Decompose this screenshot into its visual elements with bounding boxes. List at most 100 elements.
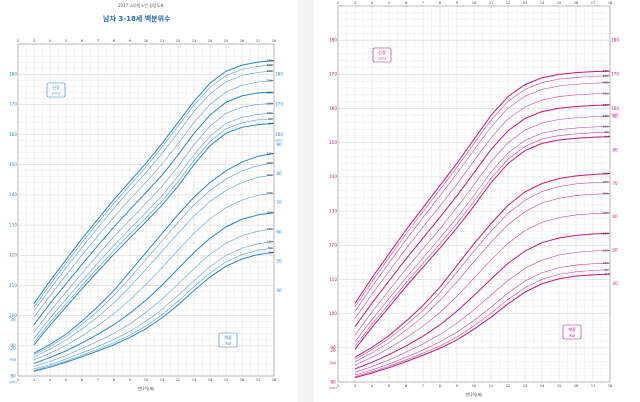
height-label-box [46,82,66,98]
x-tick-label-bottom: 3 [33,378,35,382]
weight-label-unit: (kg) [225,342,232,346]
x-tick-label-bottom: 17 [256,378,260,382]
weight-series-label: 50th [603,231,610,235]
weight-axis-unit-left: (kg) [10,357,16,361]
height-series-97th [354,70,611,304]
weight-tick-right: 50 [276,259,282,264]
x-tick-label-top: 9 [129,39,131,43]
x-tick-label-top: 5 [65,39,67,43]
weight-series-10th [33,241,275,370]
x-tick-label-top: 10 [472,1,476,5]
weight-series-50th [354,232,611,370]
x-tick-label-bottom: 18 [272,378,276,382]
weight-label-label: 체중 [224,334,232,341]
weight-series-label: 90th [267,173,274,177]
height-series-3rd [33,122,275,346]
height-label-label: 신장 [52,84,60,90]
height-label-box [372,47,392,63]
weight-tick-right: 90 [276,142,282,147]
weight-series-label: 75th [267,191,274,195]
height-series-label: 3rd [268,121,273,125]
x-tick-label-bottom: 2 [17,378,19,382]
x-tick-label-bottom: 5 [65,378,67,382]
height-axis-unit-left: (cm) [329,386,336,390]
weight-tick-right: 70 [612,181,618,186]
weight-series-25th [354,250,611,373]
x-tick-label-top: 3 [33,39,35,43]
height-series-label: 3rd [604,135,609,139]
x-tick-label-top: 10 [144,39,148,43]
x-tick-label-top: 8 [439,1,441,5]
height-series-95th [33,64,275,308]
x-tick-label-bottom: 5 [388,384,390,388]
weight-tick-right: 60 [612,214,618,219]
height-tick-left: 150 [329,140,337,145]
x-tick-label-bottom: 14 [208,378,212,382]
x-tick-label-bottom: 17 [591,384,595,388]
x-tick-label-bottom: 12 [176,378,180,382]
height-series-label: 10th [267,111,274,115]
weight-series-label: 97th [603,172,610,176]
height-tick-left: 100 [329,311,337,316]
x-tick-label-bottom: 8 [113,378,115,382]
x-tick-label-bottom: 9 [456,384,458,388]
height-tick-left: 130 [9,222,17,227]
weight-label: 체중(kg) [562,324,582,340]
chart-title: 남자 3-18세 백분위수 [103,15,171,23]
x-tick-label-top: 6 [81,39,83,43]
x-tick-label-top: 15 [557,1,561,5]
x-tick-label-bottom: 16 [240,378,244,382]
weight-series-75th [354,212,611,366]
height-series-50th [33,91,275,325]
weight-label-unit: (kg) [569,334,576,338]
weight-series-label: 90th [603,192,610,196]
height-tick-left: 160 [9,132,17,137]
weight-series-label: 97th [267,151,274,155]
height-tick-left: 180 [329,37,337,42]
weight-tick-right: 40 [276,288,282,293]
height-tick-left: 110 [9,283,17,288]
weight-series-label: 95th [267,161,274,165]
weight-label-label: 체중 [568,326,576,333]
height-series-5th [354,131,611,347]
x-tick-label-top: 12 [506,1,510,5]
height-series-97th [33,60,275,304]
x-tick-label-bottom: 6 [81,378,83,382]
height-tick-left: 130 [329,208,337,213]
weight-series-90th [354,193,611,362]
weight-series-5th [354,269,611,377]
weight-series-label: 50th [267,211,274,215]
girls-growth-chart-panel: 2 2 3 3 4 4 5 5 6 6 7 7 8 8 9 9 10 10 11 11 12 12 13 13 14 14 15 15… [314,0,640,402]
weight-series-95th [33,162,275,355]
x-tick-label-top: 16 [574,1,578,5]
height-axis-unit-left: (cm) [9,380,16,384]
weight-series-97th [354,173,611,358]
height-series-label: 97th [603,69,610,73]
height-tick-left: 90 [330,345,336,350]
height-label-unit: (cm) [378,57,386,61]
x-tick-label-bottom: 2 [337,384,339,388]
x-tick-label-top: 18 [272,39,276,43]
weight-series-label: 25th [267,227,274,231]
x-tick-label-top: 4 [371,1,373,5]
height-series-25th [354,115,611,336]
height-label-label: 신장 [378,49,386,55]
x-tick-label-bottom: 11 [489,384,493,388]
height-tick-right: 160 [611,106,619,111]
height-tick-left: 150 [9,162,17,167]
x-tick-label-bottom: 9 [129,378,131,382]
weight-tick-right: 40 [612,281,618,286]
x-tick-label-bottom: 10 [144,378,148,382]
x-tick-label-bottom: 8 [439,384,441,388]
height-tick-left: 120 [329,243,337,248]
weight-tick-right: 90 [612,114,618,119]
weight-tick-right: 50 [612,248,618,253]
page-gutter [298,0,314,402]
weight-series-5th [33,247,275,371]
height-series-label: 5th [604,130,609,134]
height-tick-left: 100 [9,313,17,318]
height-series-90th [33,70,275,312]
boys-growth-chart: 2 2 3 3 4 4 5 5 6 6 7 7 8 8 9 9 10 10 11 11 12 12 13 13 14 14 15 15… [9,39,283,391]
weight-tick-right: 60 [276,229,282,234]
weight-tick-left: 30 [10,317,16,322]
